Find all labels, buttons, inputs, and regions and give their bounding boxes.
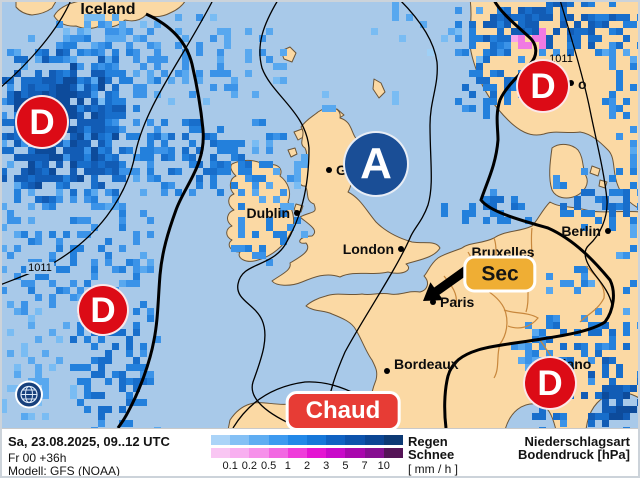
note-chaud: Chaud <box>285 391 401 431</box>
note-sec: Sec <box>463 255 537 293</box>
city-label: Bordeaux <box>394 356 459 372</box>
isobar-thick-west <box>116 12 205 428</box>
rain-color-scale <box>211 435 404 445</box>
scale-ticks: 0.1 0.2 0.5 1 2 3 5 7 10 <box>211 460 403 474</box>
city-dot <box>568 80 574 86</box>
scale-tick-label: 0.1 <box>222 460 238 472</box>
dry-air-arrow <box>423 262 475 301</box>
isobar-thin-1 <box>0 0 72 89</box>
legend-title-precip-type: Niederschlagsart <box>524 434 631 449</box>
rain-scale-label: Regen <box>408 434 448 449</box>
city-label: G <box>336 162 347 178</box>
isobar-thin-3 <box>237 0 310 428</box>
snow-color-scale <box>211 448 404 458</box>
globe-logo <box>14 380 44 415</box>
status-bar: Sa, 23.08.2025, 09..12 UTC Fr 00 +36h Mo… <box>0 428 640 478</box>
scale-tick-label: 2 <box>303 460 311 472</box>
low-pressure-symbol: D <box>77 284 129 336</box>
pressure-label: 1011 <box>26 262 54 274</box>
isobar-thin-4 <box>323 0 438 428</box>
low-pressure-symbol: D <box>523 356 577 410</box>
land-shetland <box>372 78 386 99</box>
map-area: 1011 1011 Iceland Dublin G London Bruxelles Ber… <box>0 0 640 431</box>
scale-tick-label: 0.2 <box>241 460 258 472</box>
high-pressure-symbol: A <box>343 131 409 197</box>
scale-tick-label: 10 <box>377 460 390 472</box>
city-dot <box>384 368 390 374</box>
low-pressure-symbol: D <box>15 95 69 149</box>
scale-tick-label: 0.5 <box>260 460 277 472</box>
city-label: Paris <box>440 294 475 310</box>
legend-title-pressure: Bodendruck [hPa] <box>518 447 630 462</box>
low-pressure-symbol: D <box>516 59 570 113</box>
city-label: o <box>578 76 587 92</box>
unit-label: [ mm / h ] <box>408 462 459 476</box>
city-label: Iceland <box>80 1 136 18</box>
city-dot <box>398 246 404 252</box>
scale-tick-label: 1 <box>284 460 291 472</box>
scale-tick-label: 3 <box>323 460 330 472</box>
snow-scale-label: Schnee <box>408 447 455 462</box>
scale-tick-label: 7 <box>361 460 368 472</box>
city-label: Dublin <box>246 205 290 221</box>
city-dot <box>294 210 300 216</box>
city-dot <box>605 228 611 234</box>
land-greenland-edge <box>15 0 58 16</box>
city-dot <box>430 299 436 305</box>
city-label: Berlin <box>561 223 601 239</box>
valid-time-label: Sa, 23.08.2025, 09..12 UTC <box>8 434 170 449</box>
scale-tick-label: 5 <box>342 460 349 472</box>
model-label: Modell: GFS (NOAA) <box>8 464 121 478</box>
run-label: Fr 00 +36h <box>8 451 67 465</box>
isobar-thin-6 <box>559 0 613 306</box>
city-dot <box>326 167 332 173</box>
city-label: London <box>342 241 394 257</box>
